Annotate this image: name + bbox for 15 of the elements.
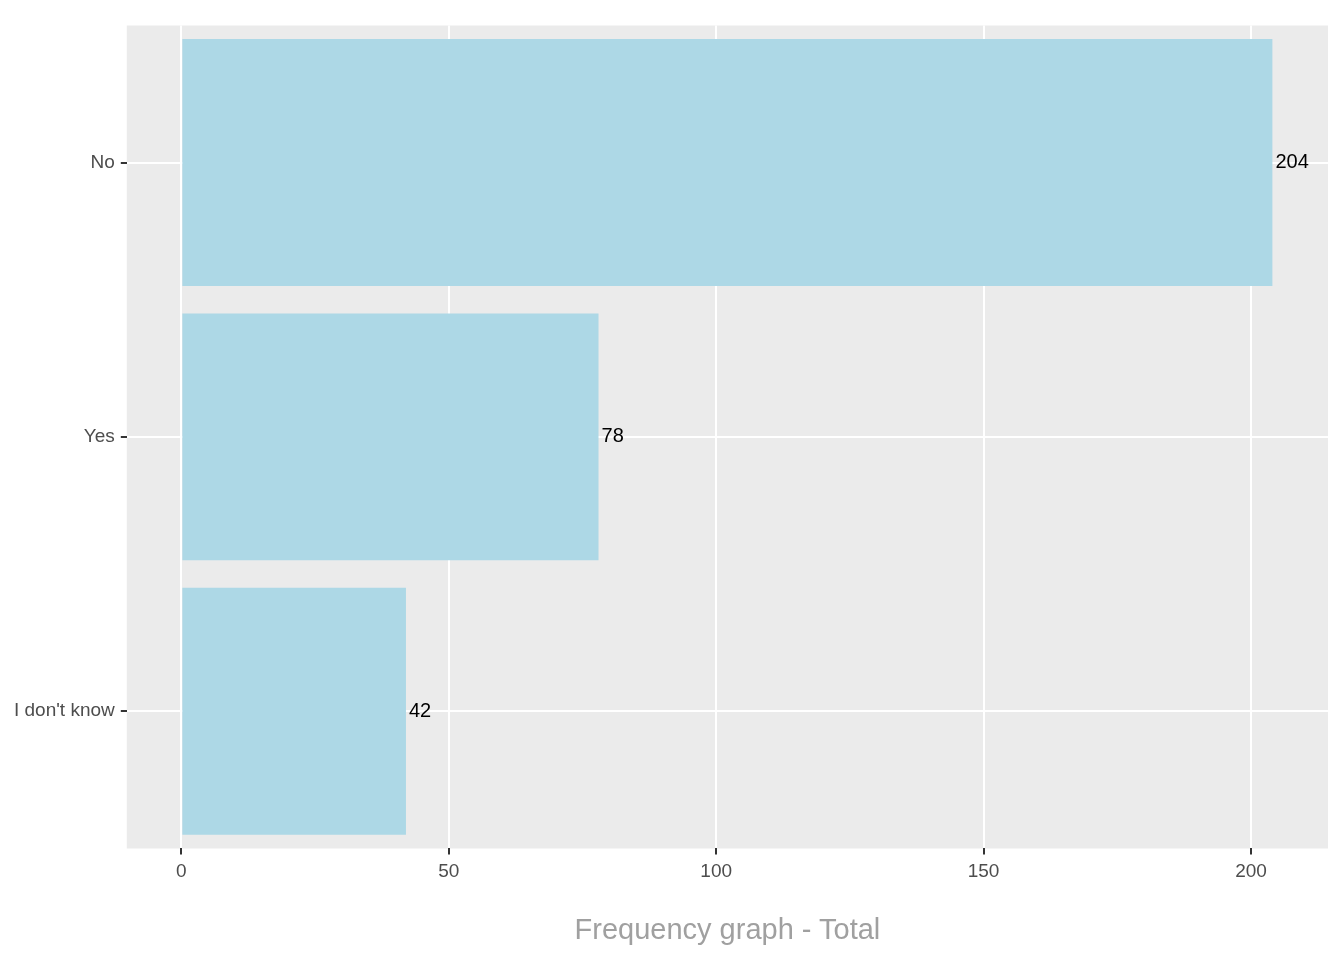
x-tick-label: 150 — [967, 860, 1000, 882]
y-tick-label: Yes — [83, 425, 115, 447]
bar — [182, 313, 599, 561]
data-label: 78 — [601, 424, 624, 447]
data-label: 204 — [1275, 150, 1309, 173]
data-label: 42 — [408, 698, 432, 721]
x-axis-title: Frequency graph - Total — [574, 912, 881, 945]
x-tick-label: 0 — [176, 860, 187, 882]
bar — [182, 587, 406, 835]
y-tick-label: I don't know — [13, 699, 116, 721]
x-tick-label: 50 — [438, 860, 460, 882]
x-tick-label: 100 — [700, 860, 733, 882]
y-tick-label: No — [90, 150, 115, 172]
bar — [182, 39, 1273, 287]
x-tick-label: 200 — [1235, 860, 1267, 882]
